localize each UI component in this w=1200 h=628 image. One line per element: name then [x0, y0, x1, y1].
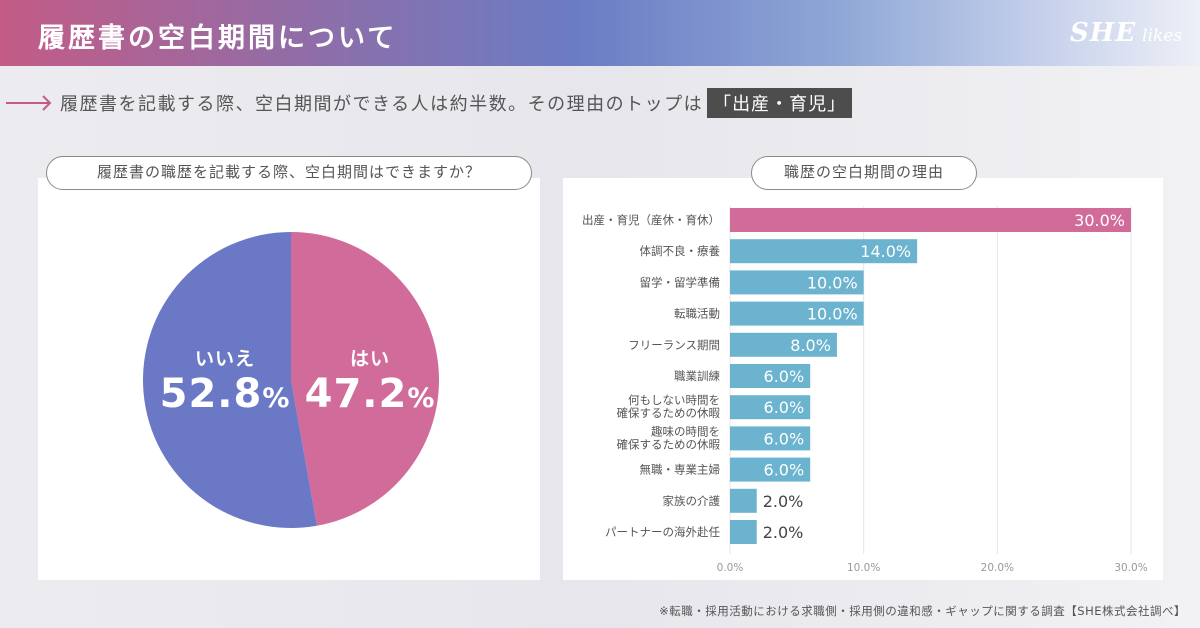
- bar-chart-panel: 0.0% 10.0% 20.0% 30.0% 出産・育児（産休・育休） 30.0% 体調不良…: [563, 178, 1163, 580]
- pie-slice-yes: [291, 232, 439, 526]
- page-title: 履歴書の空白期間について: [38, 23, 398, 54]
- bar-question-pill: 職歴の空白期間の理由: [751, 156, 977, 190]
- pie-chart: [142, 232, 439, 528]
- bar: [730, 270, 864, 295]
- category-label: パートナーの海外赴任: [605, 525, 720, 539]
- pie-chart-panel: いいえ 52.8% はい 47.2%: [38, 178, 540, 580]
- category-label: 無職・専業主婦: [640, 463, 721, 477]
- logo-likes-text: likes: [1142, 26, 1183, 46]
- bar-value-label: 10.0%: [807, 273, 858, 292]
- pie-label-yes: はい 47.2%: [290, 344, 450, 417]
- pie-no-value: 52.8%: [159, 371, 291, 417]
- bar: [730, 364, 811, 388]
- bar: [730, 457, 811, 482]
- subtitle-highlight: 「出産・育児」: [707, 88, 853, 118]
- category-label: 家族の介護: [663, 494, 721, 508]
- bar: [730, 426, 811, 451]
- bar-value-label: 2.0%: [763, 492, 804, 511]
- pie-question-pill: 履歴書の職歴を記載する際、空白期間はできますか？: [46, 156, 532, 190]
- header-banner: 履歴書の空白期間について SHE likes: [0, 0, 1200, 66]
- bar: [730, 208, 1131, 232]
- bar: [730, 239, 918, 264]
- subtitle-text: 履歴書を記載する際、空白期間ができる人は約半数。その理由のトップは: [60, 94, 704, 115]
- bar-value-label: 10.0%: [807, 305, 858, 324]
- logo-she-text: SHE: [1070, 18, 1137, 48]
- category-label: 転職活動: [674, 307, 720, 321]
- bar-value-label: 6.0%: [764, 429, 805, 448]
- bar-value-label: 30.0%: [1074, 211, 1125, 230]
- x-tick-label: 20.0%: [981, 562, 1014, 574]
- bar-value-label: 6.0%: [764, 367, 805, 386]
- pie-slice-no: [142, 232, 317, 528]
- bar: [730, 301, 864, 326]
- bar-chart: 0.0% 10.0% 20.0% 30.0% 出産・育児（産休・育休） 30.0% 体調不良…: [582, 206, 1148, 574]
- category-label: フリーランス期間: [628, 338, 720, 352]
- pie-label-no: いいえ 52.8%: [145, 344, 305, 417]
- x-tick-label: 10.0%: [847, 562, 880, 574]
- arrow-right-icon: [6, 95, 52, 111]
- category-label: 出産・育児（産休・育休）: [582, 213, 720, 227]
- bar: [730, 488, 757, 513]
- she-likes-logo[interactable]: SHE likes: [1070, 18, 1182, 48]
- category-label: 体調不良・療養: [640, 244, 721, 258]
- bar: [730, 520, 757, 544]
- category-label: 趣味の時間を確保するための休暇: [617, 424, 721, 451]
- category-label: 職業訓練: [674, 369, 720, 383]
- x-tick-label: 30.0%: [1114, 562, 1147, 574]
- bar: [730, 332, 837, 357]
- category-label: 何もしない時間を確保するための休暇: [617, 393, 721, 420]
- bar-value-label: 8.0%: [790, 336, 831, 355]
- subtitle-row: 履歴書を記載する際、空白期間ができる人は約半数。その理由のトップは 「出産・育児…: [6, 86, 853, 120]
- bar: [730, 395, 811, 420]
- bar-value-label: 6.0%: [764, 398, 805, 417]
- bar-value-label: 6.0%: [764, 461, 805, 480]
- pie-yes-value: 47.2%: [304, 371, 436, 417]
- pie-no-category: いいえ: [194, 348, 255, 370]
- x-tick-label: 0.0%: [717, 562, 744, 574]
- bar-value-label: 2.0%: [763, 523, 804, 542]
- footnote: ※転職・採用活動における求職側・採用側の違和感・ギャップに関する調査【SHE株式…: [659, 604, 1186, 618]
- category-label: 留学・留学準備: [640, 275, 721, 289]
- bar-value-label: 14.0%: [860, 242, 911, 261]
- pie-yes-category: はい: [349, 348, 390, 370]
